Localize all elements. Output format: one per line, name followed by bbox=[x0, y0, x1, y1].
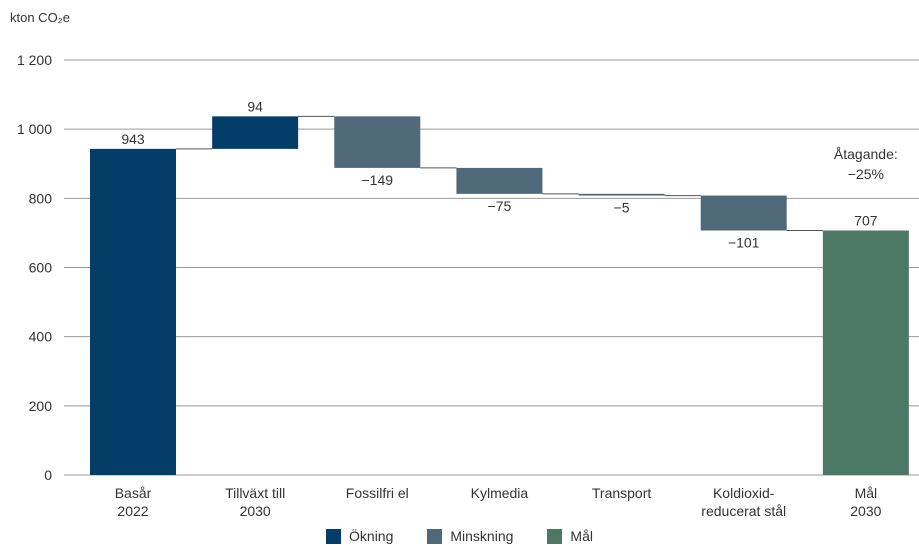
legend-label-increase: Ökning bbox=[349, 528, 394, 544]
legend-item-increase: Ökning bbox=[326, 527, 393, 545]
x-tick-label: Fossilfri el bbox=[346, 485, 409, 501]
bar-decrease bbox=[700, 195, 787, 231]
legend-swatch-target bbox=[547, 528, 563, 544]
x-tick-label: Basår bbox=[115, 485, 152, 501]
data-label: 707 bbox=[854, 212, 878, 228]
bar-decrease bbox=[578, 193, 665, 196]
x-tick-label: Tillväxt till bbox=[225, 485, 285, 501]
chart-legend: Ökning Minskning Mål bbox=[0, 527, 919, 545]
x-tick-label: Kylmedia bbox=[471, 485, 529, 501]
y-tick-label: 1 200 bbox=[17, 52, 52, 68]
x-tick-label: 2030 bbox=[240, 503, 271, 519]
data-label: −5 bbox=[614, 200, 630, 216]
legend-item-decrease: Minskning bbox=[427, 527, 513, 545]
data-label: −75 bbox=[488, 198, 512, 214]
y-tick-label: 0 bbox=[44, 467, 52, 483]
y-tick-label: 800 bbox=[29, 190, 53, 206]
data-label: −149 bbox=[362, 172, 394, 188]
y-axis-unit-label: kton CO₂e bbox=[10, 10, 70, 25]
x-tick-label: 2030 bbox=[850, 503, 881, 519]
x-tick-label: reducerat stål bbox=[701, 503, 786, 519]
x-tick-label: Transport bbox=[592, 485, 652, 501]
legend-label-decrease: Minskning bbox=[450, 528, 514, 544]
legend-swatch-decrease bbox=[427, 528, 443, 544]
y-tick-label: 1 000 bbox=[17, 121, 52, 137]
x-tick-label: Mål bbox=[855, 485, 878, 501]
bar-base bbox=[90, 148, 176, 476]
x-tick-label: Koldioxid- bbox=[713, 485, 775, 501]
annotation-text: Åtagande: bbox=[834, 146, 898, 162]
data-label: 94 bbox=[247, 98, 263, 114]
bar-increase bbox=[212, 116, 299, 149]
y-tick-label: 200 bbox=[29, 398, 53, 414]
legend-label-target: Mål bbox=[570, 528, 593, 544]
bar-decrease bbox=[334, 116, 421, 168]
bar-decrease bbox=[456, 167, 543, 194]
data-label: 943 bbox=[121, 131, 145, 147]
legend-item-target: Mål bbox=[547, 527, 593, 545]
legend-swatch-increase bbox=[326, 528, 342, 544]
y-tick-label: 400 bbox=[29, 329, 53, 345]
y-tick-label: 600 bbox=[29, 260, 53, 276]
bar-target bbox=[822, 230, 909, 475]
annotation-text: −25% bbox=[848, 166, 884, 182]
x-tick-label: 2022 bbox=[117, 503, 148, 519]
data-label: −101 bbox=[728, 234, 760, 250]
